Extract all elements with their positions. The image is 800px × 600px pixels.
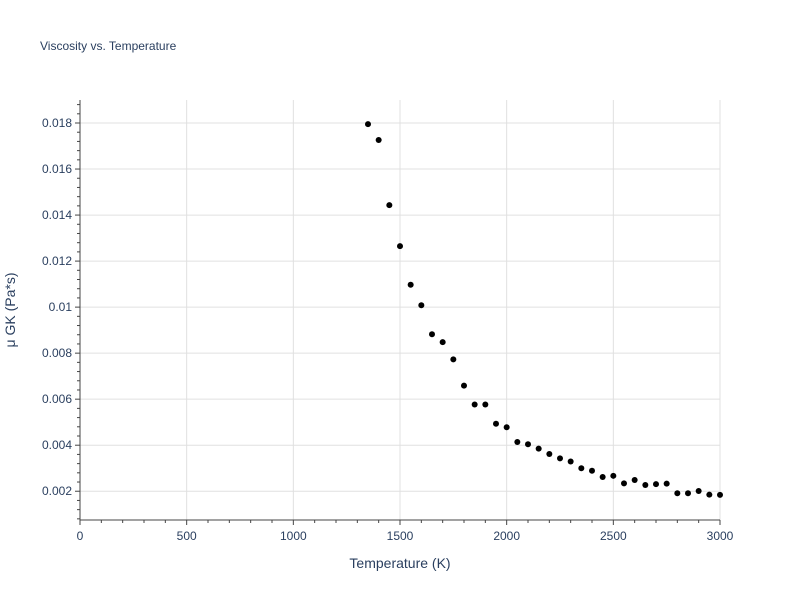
y-tick-label: 0.018 bbox=[42, 116, 72, 130]
data-point[interactable] bbox=[365, 121, 371, 128]
data-point[interactable] bbox=[482, 401, 489, 408]
data-point[interactable] bbox=[685, 490, 691, 497]
data-point[interactable] bbox=[535, 445, 542, 452]
grid-lines bbox=[80, 100, 721, 520]
x-tick-label: 1500 bbox=[387, 529, 414, 543]
data-point[interactable] bbox=[674, 490, 681, 497]
data-point[interactable] bbox=[514, 438, 521, 445]
tick-labels: 0 500 1000 1500 2000 2500 3000 0.002 0.004 0.006 0… bbox=[42, 116, 734, 543]
y-tick-label: 0.016 bbox=[42, 162, 72, 176]
data-point[interactable] bbox=[717, 491, 723, 498]
data-point[interactable] bbox=[642, 482, 649, 489]
data-point[interactable] bbox=[407, 281, 414, 288]
data-point[interactable] bbox=[653, 481, 659, 488]
y-tick-label: 0.006 bbox=[42, 392, 72, 406]
y-tick-label: 0.008 bbox=[42, 346, 72, 360]
axes bbox=[75, 100, 721, 525]
x-tick-label: 0 bbox=[77, 529, 84, 543]
y-tick-label: 0.004 bbox=[42, 438, 72, 452]
data-points bbox=[365, 121, 723, 498]
y-axis-title: μ GK (Pa*s) bbox=[2, 273, 18, 348]
x-tick-label: 1000 bbox=[280, 529, 307, 543]
data-point[interactable] bbox=[525, 441, 531, 448]
data-point[interactable] bbox=[546, 450, 553, 457]
data-point[interactable] bbox=[397, 243, 403, 250]
data-point[interactable] bbox=[493, 420, 499, 427]
data-point[interactable] bbox=[610, 472, 617, 479]
x-tick-label: 500 bbox=[177, 529, 197, 543]
x-tick-label: 2500 bbox=[600, 529, 627, 543]
x-tick-label: 3000 bbox=[707, 529, 734, 543]
y-tick-label: 0.002 bbox=[42, 484, 72, 498]
data-point[interactable] bbox=[706, 491, 713, 498]
data-point[interactable] bbox=[631, 476, 638, 483]
y-tick-label: 0.01 bbox=[49, 300, 73, 314]
x-tick-label: 2000 bbox=[493, 529, 520, 543]
data-point[interactable] bbox=[621, 480, 627, 487]
data-point[interactable] bbox=[663, 480, 670, 487]
data-point[interactable] bbox=[589, 467, 595, 474]
data-point[interactable] bbox=[503, 424, 510, 431]
data-point[interactable] bbox=[375, 137, 382, 144]
data-point[interactable] bbox=[471, 401, 478, 408]
chart-title: Viscosity vs. Temperature bbox=[40, 39, 177, 53]
data-point[interactable] bbox=[599, 473, 606, 480]
data-point[interactable] bbox=[439, 339, 446, 346]
data-point[interactable] bbox=[695, 488, 702, 495]
y-tick-label: 0.014 bbox=[42, 208, 72, 222]
data-point[interactable] bbox=[418, 302, 425, 309]
y-tick-label: 0.012 bbox=[42, 254, 72, 268]
data-point[interactable] bbox=[386, 202, 393, 209]
data-point[interactable] bbox=[450, 356, 457, 363]
data-point[interactable] bbox=[567, 458, 574, 465]
data-point[interactable] bbox=[461, 382, 467, 389]
data-point[interactable] bbox=[557, 455, 563, 462]
data-point[interactable] bbox=[578, 465, 585, 472]
data-point[interactable] bbox=[429, 331, 435, 338]
x-axis-title: Temperature (K) bbox=[349, 555, 450, 571]
